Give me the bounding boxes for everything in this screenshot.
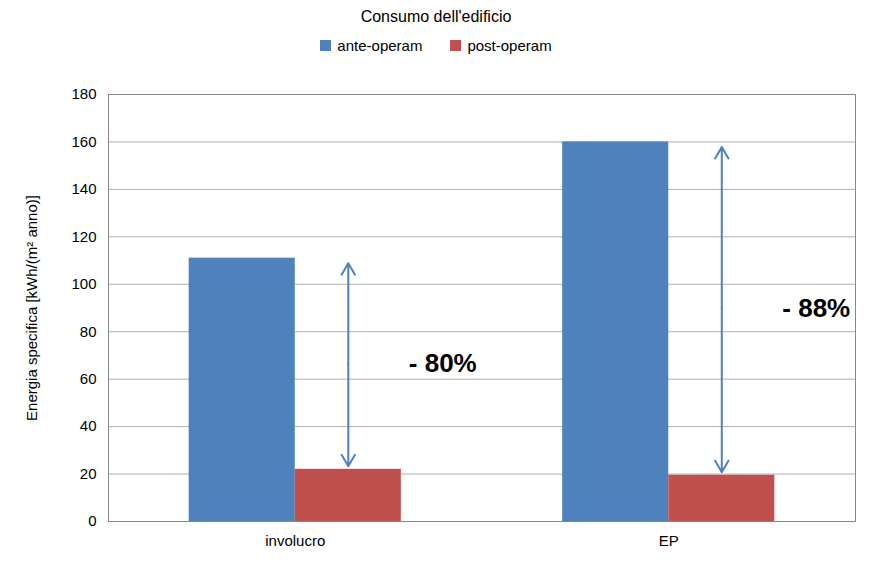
svg-text:100: 100 bbox=[71, 275, 96, 292]
svg-text:EP: EP bbox=[659, 532, 679, 549]
svg-text:80: 80 bbox=[80, 323, 97, 340]
html-text:post-operam: post-operam bbox=[467, 36, 552, 54]
svg-text:140: 140 bbox=[71, 180, 96, 197]
svg-text:40: 40 bbox=[80, 417, 97, 434]
svg-text:60: 60 bbox=[80, 370, 97, 387]
svg-text:160: 160 bbox=[71, 133, 96, 150]
svg-text:- 80%: - 80% bbox=[409, 348, 477, 378]
svg-text:180: 180 bbox=[71, 85, 96, 102]
svg-text:120: 120 bbox=[71, 228, 96, 245]
svg-text:- 88%: - 88% bbox=[782, 293, 850, 323]
svg-text:20: 20 bbox=[80, 465, 97, 482]
html-text:ante-operam: ante-operam bbox=[337, 36, 423, 54]
html-text:Consumo dell'edificio: Consumo dell'edificio bbox=[360, 8, 512, 25]
svg-text:involucro: involucro bbox=[265, 532, 325, 549]
svg-text:Energia specifica [kWh/(m² ann: Energia specifica [kWh/(m² anno)] bbox=[23, 195, 40, 421]
svg-text:0: 0 bbox=[88, 512, 96, 529]
